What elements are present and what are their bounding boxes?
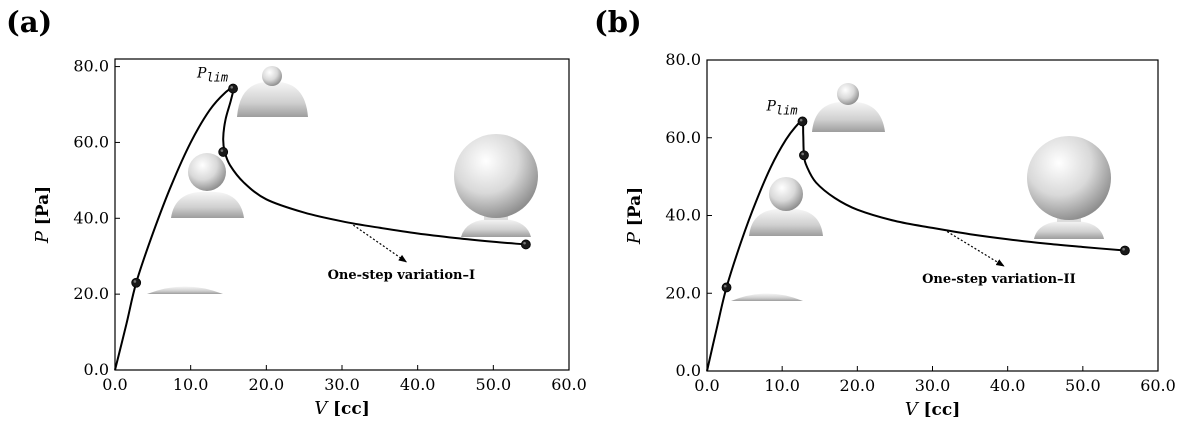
y-tick-label: 40.0 xyxy=(73,208,109,227)
x-axis-unit: [cc] xyxy=(333,399,370,419)
x-axis-unit: [cc] xyxy=(923,400,960,420)
data-point-marker xyxy=(799,150,809,161)
plim-label: Plim xyxy=(765,98,797,117)
data-point-marker xyxy=(218,147,229,157)
x-tick-label: 60.0 xyxy=(1140,376,1176,395)
panel-b: (b) 0.0 10.0 20.0 30.0 40.0 50.0 60.0 0.0 20.0 40… xyxy=(594,5,1176,420)
plim-sub: lim xyxy=(206,71,228,85)
droplet-shapes-b xyxy=(731,83,1111,301)
data-point-highlight xyxy=(723,284,727,288)
panel-label-b: (b) xyxy=(594,5,642,39)
data-point-highlight xyxy=(801,152,804,156)
y-tick-label: 80.0 xyxy=(665,50,701,69)
y-axis-label: P [Pa] xyxy=(624,187,645,245)
y-tick-label: 20.0 xyxy=(665,283,701,302)
x-tick-label: 10.0 xyxy=(764,376,800,395)
data-point-highlight xyxy=(523,241,526,245)
plim-main: P xyxy=(196,66,207,82)
annotation-arrow xyxy=(353,224,408,263)
y-tick-label: 0.0 xyxy=(676,361,701,380)
series-line xyxy=(706,119,1125,372)
data-point-marker xyxy=(721,282,732,293)
x-tick-label: 0.0 xyxy=(694,376,719,395)
droplet-shape-flat xyxy=(147,286,223,294)
droplet-shape-large xyxy=(1027,136,1111,239)
y-axis-var: P xyxy=(624,226,645,245)
droplet-shapes-a xyxy=(147,66,538,294)
droplet-shape-limit xyxy=(812,83,885,132)
x-tick-label: 30.0 xyxy=(915,376,951,395)
droplet-shape-flat xyxy=(731,293,803,301)
y-tick-label: 80.0 xyxy=(73,57,109,76)
x-axis-var: V xyxy=(905,399,924,420)
x-tick-label: 40.0 xyxy=(990,376,1026,395)
plim-sub: lim xyxy=(776,103,798,117)
droplet-shape-mid xyxy=(171,153,244,218)
y-tick-label: 40.0 xyxy=(665,206,701,225)
annotation-text: One-step variation–I xyxy=(328,268,476,283)
data-point-highlight xyxy=(220,149,224,152)
x-tick-label: 50.0 xyxy=(1065,376,1101,395)
data-point-highlight xyxy=(799,118,803,122)
y-tick-label: 60.0 xyxy=(665,128,701,147)
droplet-shape-mid xyxy=(749,177,823,236)
x-tick-label: 40.0 xyxy=(400,375,436,394)
plim-main: P xyxy=(765,98,776,114)
y-axis-label: P [Pa] xyxy=(32,186,53,244)
y-tick-label: 0.0 xyxy=(84,360,109,379)
x-tick-label: 20.0 xyxy=(249,375,285,394)
annotation-text: One-step variation–II xyxy=(922,272,1076,287)
data-point-marker xyxy=(228,83,238,94)
y-tick-label: 20.0 xyxy=(73,284,109,303)
axes-b: 0.0 10.0 20.0 30.0 40.0 50.0 60.0 0.0 20.0 40.0 60… xyxy=(624,50,1176,420)
data-point-marker xyxy=(131,277,142,288)
data-point-highlight xyxy=(1122,247,1125,251)
y-axis-unit: [Pa] xyxy=(625,187,645,226)
x-tick-label: 60.0 xyxy=(551,375,587,394)
data-point-marker xyxy=(797,116,808,127)
x-tick-label: 30.0 xyxy=(324,375,360,394)
data-point-marker xyxy=(520,239,531,250)
x-axis-label: V [cc] xyxy=(905,399,961,420)
data-point-marker xyxy=(1120,245,1130,256)
plim-label: Plim xyxy=(196,66,228,85)
series-line xyxy=(114,87,526,371)
x-tick-label: 10.0 xyxy=(173,375,209,394)
droplet-shape-limit xyxy=(237,66,308,117)
x-tick-label: 50.0 xyxy=(476,375,512,394)
panel-a: (a) 0.0 10.0 20.0 30.0 40.0 50.0 6 xyxy=(6,5,587,419)
data-point-highlight xyxy=(133,280,137,283)
x-axis-var: V xyxy=(314,398,333,419)
x-tick-label: 0.0 xyxy=(102,375,127,394)
x-tick-label: 20.0 xyxy=(840,376,876,395)
data-point-highlight xyxy=(230,85,234,89)
y-axis-unit: [Pa] xyxy=(33,186,53,225)
y-axis-var: P xyxy=(32,225,53,244)
droplet-shape-large xyxy=(454,134,538,237)
y-tick-label: 60.0 xyxy=(73,132,109,151)
axes-a: 0.0 10.0 20.0 30.0 40.0 50.0 60.0 0.0 20.0 40.0 60… xyxy=(32,57,587,419)
x-axis-label: V [cc] xyxy=(314,398,370,419)
panel-label-a: (a) xyxy=(6,5,52,39)
